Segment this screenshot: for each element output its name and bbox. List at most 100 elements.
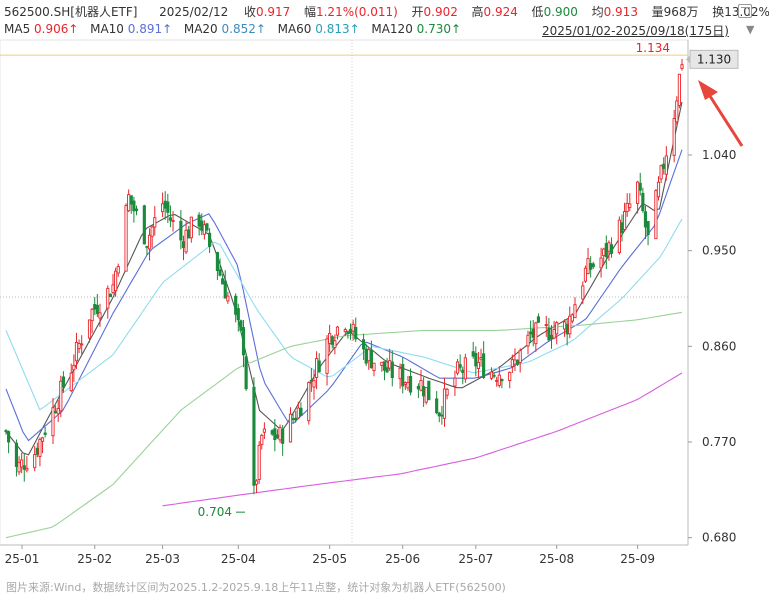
- ma-line-ma20: [5, 218, 683, 411]
- candle: [181, 235, 186, 261]
- expand-icon[interactable]: [738, 4, 752, 18]
- date-range-selector[interactable]: 2025/01/02-2025/09/18(175日): [542, 24, 729, 38]
- candle-body: [239, 320, 243, 331]
- candle: [161, 192, 165, 217]
- candle: [591, 261, 595, 270]
- candle: [406, 375, 410, 391]
- candle: [244, 352, 248, 391]
- candle: [111, 274, 115, 295]
- open-value: 0.902: [423, 5, 458, 19]
- ma120-value: 0.730↑: [416, 22, 462, 36]
- candle: [189, 216, 193, 243]
- candle: [208, 228, 212, 253]
- candle-body: [234, 295, 238, 315]
- candle-body: [422, 386, 426, 397]
- candle: [479, 348, 483, 367]
- candle-body: [388, 360, 392, 369]
- candle: [492, 372, 496, 379]
- candle-body: [385, 367, 389, 373]
- candle: [72, 354, 76, 383]
- candle-body: [260, 434, 264, 445]
- x-tick-label: 25-07: [458, 552, 493, 566]
- dropdown-triangle-icon[interactable]: ▼: [746, 23, 755, 36]
- candle: [335, 325, 340, 340]
- candle-body: [124, 204, 128, 272]
- candle-body: [476, 361, 480, 369]
- candle: [147, 228, 152, 261]
- candle: [536, 313, 541, 324]
- candle-body: [200, 220, 204, 231]
- candle-body: [221, 278, 225, 285]
- candle: [552, 320, 556, 340]
- candle: [526, 330, 530, 355]
- candle: [495, 376, 499, 387]
- x-tick-label: 25-06: [385, 552, 420, 566]
- candle: [664, 146, 668, 181]
- candle: [659, 164, 663, 183]
- candle-body: [529, 331, 533, 335]
- plot-frame: [0, 39, 689, 546]
- candle-body: [461, 370, 465, 373]
- candle-body: [442, 388, 447, 419]
- candle-body: [202, 224, 206, 235]
- x-tick-label: 25-01: [5, 552, 40, 566]
- candle-body: [116, 266, 120, 274]
- candle: [171, 210, 175, 232]
- candle: [56, 399, 60, 422]
- candle: [455, 359, 460, 376]
- ma-line-ma120: [162, 372, 683, 507]
- candle-body: [607, 242, 611, 252]
- candle: [106, 285, 110, 319]
- candle-body: [547, 327, 551, 341]
- candle-body: [179, 220, 183, 241]
- change-value: 1.21%(0.011): [315, 5, 398, 19]
- candle: [458, 354, 462, 372]
- candle-body: [223, 280, 227, 299]
- candle: [476, 352, 480, 379]
- candle: [623, 202, 627, 232]
- candle: [390, 350, 394, 387]
- candle: [361, 333, 366, 360]
- candle-body: [72, 364, 76, 371]
- candle-body: [458, 364, 462, 368]
- candle: [202, 220, 206, 240]
- candle-body: [147, 234, 152, 250]
- candle-body: [654, 190, 658, 240]
- candle: [33, 445, 37, 472]
- candle-body: [291, 418, 295, 420]
- candle: [163, 191, 167, 220]
- turnover-label: 换: [712, 5, 725, 19]
- x-tick-label: 25-09: [620, 552, 655, 566]
- candle: [7, 430, 11, 454]
- candle-body: [168, 217, 173, 221]
- candle: [262, 422, 266, 439]
- close-label: 收: [243, 5, 256, 19]
- candle: [330, 335, 334, 349]
- candle: [620, 214, 624, 242]
- candle: [254, 479, 259, 494]
- security-name[interactable]: 562500.SH[机器人ETF]: [4, 5, 138, 19]
- candle-body: [95, 304, 99, 315]
- ma60-label: MA60: [277, 22, 312, 36]
- candle: [153, 206, 157, 236]
- candle: [562, 319, 567, 337]
- candle-body: [59, 380, 63, 412]
- y-tick-label: 0.770: [702, 435, 736, 449]
- candle: [236, 303, 240, 332]
- avg-value: 0.913: [603, 5, 638, 19]
- candle-body: [354, 327, 358, 340]
- candle-body: [440, 414, 444, 417]
- candle-body: [604, 243, 608, 258]
- candle-body: [515, 359, 520, 365]
- candle-body: [641, 192, 645, 212]
- candle: [471, 341, 475, 359]
- candle: [445, 387, 449, 400]
- candle: [589, 256, 593, 278]
- candle-body: [93, 304, 97, 310]
- candle: [307, 381, 311, 425]
- candle-body: [215, 252, 219, 272]
- candle-body: [471, 351, 475, 357]
- low-label: 低: [531, 5, 544, 19]
- x-tick-label: 25-03: [145, 552, 180, 566]
